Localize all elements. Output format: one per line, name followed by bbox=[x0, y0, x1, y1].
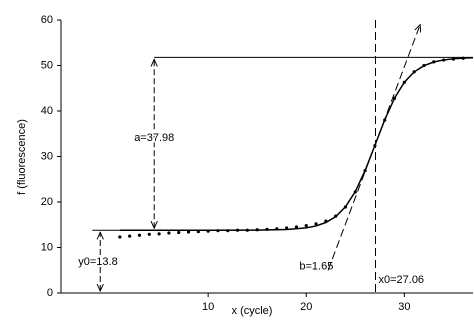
data-point bbox=[353, 190, 357, 194]
data-point bbox=[314, 222, 318, 226]
data-point bbox=[265, 227, 269, 231]
data-point bbox=[275, 227, 279, 231]
data-point bbox=[147, 232, 151, 236]
x0-label: x0=27.06 bbox=[378, 274, 424, 286]
data-point bbox=[461, 56, 465, 60]
data-point bbox=[451, 57, 455, 61]
data-point bbox=[294, 225, 299, 229]
data-point bbox=[432, 60, 436, 64]
data-point bbox=[255, 228, 259, 232]
data-point bbox=[245, 228, 249, 232]
data-point bbox=[206, 229, 210, 233]
data-point bbox=[196, 229, 200, 234]
data-point bbox=[441, 58, 446, 62]
data-point bbox=[285, 226, 289, 230]
y-tick-label: 10 bbox=[41, 241, 53, 253]
data-point bbox=[167, 231, 171, 235]
y-tick-label: 0 bbox=[47, 287, 53, 299]
data-point bbox=[324, 219, 328, 223]
y0-label: y0=13.8 bbox=[78, 256, 117, 268]
data-point bbox=[226, 229, 230, 233]
data-point bbox=[177, 230, 181, 235]
x-axis-label: x (cycle) bbox=[232, 305, 273, 317]
b-label: b=1.65 bbox=[299, 261, 333, 273]
data-point bbox=[137, 233, 142, 237]
data-point bbox=[334, 214, 338, 218]
y-tick-label: 20 bbox=[41, 196, 53, 208]
data-point bbox=[118, 235, 122, 239]
data-point bbox=[412, 70, 416, 74]
data-point bbox=[216, 229, 220, 233]
data-point bbox=[383, 118, 387, 122]
data-point bbox=[373, 143, 377, 148]
data-point bbox=[235, 228, 240, 232]
data-point bbox=[392, 96, 397, 100]
data-point bbox=[343, 205, 348, 209]
data-point bbox=[422, 63, 426, 68]
x-tick-label: 10 bbox=[202, 301, 214, 313]
data-point bbox=[363, 169, 367, 173]
data-point bbox=[304, 224, 308, 228]
data-point bbox=[128, 234, 132, 238]
data-point bbox=[402, 80, 406, 84]
a-label: a=37.98 bbox=[134, 132, 174, 144]
tangent bbox=[327, 25, 420, 271]
y-axis-label: f (fluorescence) bbox=[16, 119, 28, 195]
y-tick-label: 50 bbox=[41, 59, 53, 71]
x-tick-label: 20 bbox=[300, 301, 312, 313]
y-tick-label: 40 bbox=[41, 105, 53, 117]
data-point bbox=[157, 232, 161, 236]
data-point bbox=[186, 230, 191, 234]
y-tick-label: 60 bbox=[41, 14, 53, 26]
y-tick-label: 30 bbox=[41, 150, 53, 162]
x-tick-label: 30 bbox=[398, 301, 410, 313]
